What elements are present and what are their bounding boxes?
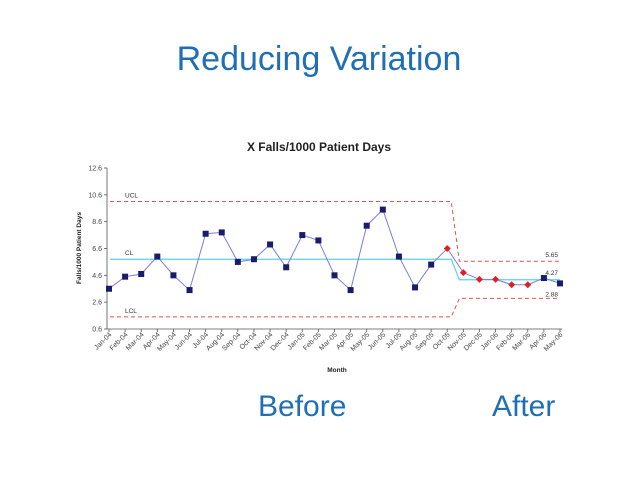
x-tick-label: Mar-06 (512, 331, 533, 352)
data-point-marker (154, 253, 161, 260)
before-caption: Before (258, 390, 347, 423)
data-point-marker (138, 270, 145, 277)
data-point-marker (492, 275, 500, 283)
data-point-marker (299, 232, 306, 239)
data-point-marker (122, 273, 129, 280)
x-tick-label: Dec-05 (463, 331, 484, 352)
data-point-marker (170, 272, 177, 279)
data-point-marker (475, 275, 483, 283)
ucl-line (110, 201, 560, 262)
x-tick-label: Jun-05 (367, 331, 387, 351)
after-lcl-value: 2.88 (545, 291, 558, 298)
y-tick-label: 4.6 (92, 273, 102, 280)
data-point-marker (443, 245, 451, 252)
cl-label: CL (125, 250, 134, 257)
axes (104, 167, 562, 332)
chart-title: X Falls/1000 Patient Days (247, 140, 391, 154)
y-tick-label: 12.6 (88, 166, 102, 173)
lcl-line (110, 297, 560, 318)
after-caption: After (492, 390, 556, 423)
after-ucl-value: 5.65 (545, 252, 558, 259)
y-tick-label: 0.6 (92, 327, 102, 334)
control-limits: UCL CL LCL 5.65 4.27 2.88 (110, 193, 560, 318)
y-tick-label: 8.6 (92, 219, 102, 226)
data-point-marker (186, 287, 193, 294)
data-point-marker (234, 258, 241, 265)
data-point-marker (218, 229, 225, 236)
data-point-marker (508, 281, 516, 289)
data-point-marker (412, 284, 419, 291)
data-point-marker (459, 269, 467, 277)
x-tick-label: Jun-04 (174, 331, 194, 351)
data-point-marker (557, 280, 563, 287)
y-tick-label: 2.6 (92, 300, 102, 307)
slide-title: Reducing Variation (176, 40, 462, 78)
data-point-marker (347, 287, 354, 294)
x-tick-label: Dec-04 (270, 331, 291, 352)
y-tick-labels: 0.6 2.6 4.6 6.6 8.6 10.6 12.6 (88, 166, 102, 334)
data-point-marker (106, 285, 112, 292)
lcl-label: LCL (125, 308, 137, 315)
data-point-marker (395, 253, 402, 260)
x-tick-label: Mar-04 (125, 331, 146, 352)
x-tick-label: Sep-04 (221, 331, 242, 352)
after-cl-value: 4.27 (545, 270, 558, 277)
data-point-marker (428, 261, 435, 268)
data-point-marker (331, 272, 338, 279)
data-point-marker (283, 264, 290, 271)
data-series (106, 206, 563, 294)
y-tick-label: 6.6 (92, 246, 102, 253)
x-tick-labels: Jan-04Feb-04Mar-04Apr-04May-04Jun-04Jul-… (93, 331, 564, 353)
data-point-marker (250, 256, 257, 263)
data-point-marker (524, 281, 532, 289)
y-axis-label: Falls/1000 Patient Days (76, 212, 83, 284)
data-point-marker (363, 222, 370, 229)
data-point-marker (267, 241, 274, 248)
x-tick-label: Mar-05 (318, 331, 339, 352)
x-tick-label: Sep-05 (415, 331, 436, 352)
data-point-marker (315, 237, 322, 244)
data-point-marker (540, 275, 547, 282)
y-tick-label: 10.6 (88, 192, 102, 199)
data-point-marker (379, 206, 386, 213)
x-axis-label: Month (327, 367, 347, 374)
data-point-marker (202, 230, 209, 237)
ucl-label: UCL (125, 193, 138, 200)
